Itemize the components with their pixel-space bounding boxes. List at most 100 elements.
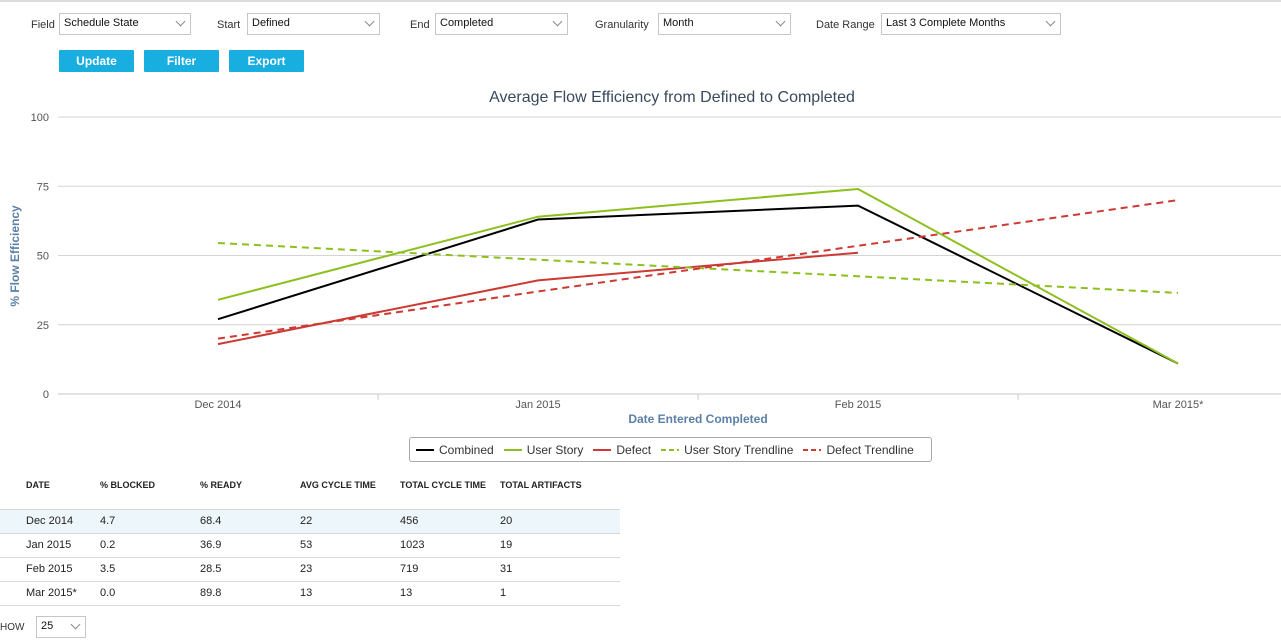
x-tick-label: Dec 2014: [194, 399, 241, 411]
granularity-select-value: Month: [663, 17, 694, 29]
page-size-value: 25: [41, 620, 54, 632]
chart-title: Average Flow Efficiency from Defined to …: [489, 89, 855, 106]
header-ready[interactable]: % READY: [200, 480, 243, 490]
update-button[interactable]: Update: [59, 50, 134, 72]
legend-swatch: [416, 448, 434, 451]
y-tick-label: 25: [37, 320, 49, 332]
legend-item[interactable]: User Story Trendline: [661, 443, 793, 457]
page-size-select[interactable]: 25: [36, 616, 86, 638]
cell-avg-cycle-time: 13: [300, 580, 400, 606]
cell-total-cycle-time: 719: [400, 556, 500, 581]
cell-blocked: 0.0: [100, 580, 200, 606]
header-blocked[interactable]: % BLOCKED: [100, 480, 156, 490]
granularity-select[interactable]: Month: [658, 13, 791, 35]
header-date[interactable]: DATE: [26, 480, 50, 490]
cell-total-cycle-time: 1023: [400, 532, 500, 557]
y-tick-label: 75: [37, 181, 49, 193]
summary-table: DATE % BLOCKED % READY AVG CYCLE TIME TO…: [0, 474, 620, 606]
legend-label: User Story Trendline: [684, 442, 794, 457]
chevron-down-icon: [775, 16, 786, 27]
gridlines: [58, 116, 1281, 395]
cell-blocked: 3.5: [100, 556, 200, 581]
y-axis-label: % Flow Efficiency: [8, 205, 22, 307]
legend-swatch: [503, 448, 522, 451]
end-label: End: [410, 19, 430, 31]
y-axis-ticks: 0 25 50 75 100: [31, 112, 49, 401]
cell-avg-cycle-time: 23: [300, 556, 400, 581]
y-tick-label: 50: [37, 251, 49, 263]
start-select[interactable]: Defined: [247, 13, 380, 35]
cell-total-artifacts: 19: [500, 532, 620, 557]
table-row[interactable]: Feb 2015 3.5 28.5 23 719 31: [0, 556, 620, 581]
legend-label: Defect Trendline: [826, 442, 914, 457]
top-border: [0, 0, 1281, 2]
series-defect: [217, 251, 859, 346]
legend-label: Defect: [616, 442, 652, 457]
cell-avg-cycle-time: 53: [300, 532, 400, 557]
cell-total-artifacts: 1: [500, 580, 620, 606]
table-header-row: DATE % BLOCKED % READY AVG CYCLE TIME TO…: [0, 474, 620, 509]
date-range-select[interactable]: Last 3 Complete Months: [881, 13, 1061, 35]
cell-avg-cycle-time: 22: [300, 508, 400, 533]
x-tick-label: Feb 2015: [835, 399, 881, 411]
chevron-down-icon: [175, 16, 186, 27]
chart-legend: Combined User Story Defect User Story Trend…: [409, 437, 932, 462]
cell-ready: 28.5: [200, 556, 300, 581]
cell-total-artifacts: 20: [500, 508, 620, 533]
field-label: Field: [31, 19, 55, 31]
table-row[interactable]: Jan 2015 0.2 36.9 53 1023 19: [0, 532, 620, 557]
table-row[interactable]: Mar 2015* 0.0 89.8 13 13 1: [0, 580, 620, 606]
cell-ready: 89.8: [200, 580, 300, 606]
x-axis-ticks: Dec 2014 Jan 2015 Feb 2015 Mar 2015*: [194, 394, 1204, 411]
legend-swatch: [803, 448, 822, 451]
date-range-select-value: Last 3 Complete Months: [886, 17, 1006, 29]
end-select-value: Completed: [440, 17, 494, 29]
show-label: HOW: [0, 622, 25, 633]
field-select[interactable]: Schedule State: [59, 13, 191, 35]
chevron-down-icon: [552, 16, 563, 27]
legend-item[interactable]: Combined: [416, 443, 494, 457]
start-label: Start: [217, 19, 241, 31]
cell-total-cycle-time: 13: [400, 580, 500, 606]
header-total-artifacts[interactable]: TOTAL ARTIFACTS: [500, 480, 582, 490]
cell-blocked: 4.7: [100, 508, 200, 533]
date-range-label: Date Range: [816, 19, 875, 31]
cell-total-cycle-time: 456: [400, 508, 500, 533]
x-tick-label: Mar 2015*: [1153, 399, 1204, 411]
legend-label: Combined: [439, 442, 494, 457]
cell-date: Mar 2015*: [0, 580, 100, 606]
y-tick-label: 100: [31, 112, 49, 124]
cell-date: Jan 2015: [0, 532, 100, 557]
header-total-cycle-time[interactable]: TOTAL CYCLE TIME: [400, 480, 487, 490]
cell-ready: 68.4: [200, 508, 300, 533]
export-button[interactable]: Export: [229, 50, 304, 72]
filter-button[interactable]: Filter: [144, 50, 219, 72]
legend-swatch: [593, 448, 612, 451]
y-tick-label: 0: [43, 389, 49, 401]
table-row[interactable]: Dec 2014 4.7 68.4 22 456 20: [0, 508, 620, 533]
legend-swatch: [661, 448, 680, 451]
legend-item[interactable]: Defect Trendline: [803, 442, 914, 457]
series-user-story: [217, 187, 1179, 365]
field-select-value: Schedule State: [64, 17, 139, 29]
x-tick-label: Jan 2015: [515, 399, 560, 411]
cell-blocked: 0.2: [100, 532, 200, 557]
cell-total-artifacts: 31: [500, 556, 620, 581]
legend-label: User Story: [526, 442, 584, 457]
x-axis-label: Date Entered Completed: [628, 412, 767, 426]
chevron-down-icon: [1045, 16, 1056, 27]
end-select[interactable]: Completed: [435, 13, 568, 35]
series-lines: [217, 187, 1179, 365]
start-select-value: Defined: [252, 17, 290, 29]
legend-item[interactable]: User Story: [503, 442, 584, 457]
cell-date: Dec 2014: [0, 508, 100, 533]
series-defect-trendline: [217, 199, 1179, 340]
cell-date: Feb 2015: [0, 556, 100, 581]
line-chart: Average Flow Efficiency from Defined to …: [8, 89, 1281, 426]
granularity-label: Granularity: [595, 19, 649, 31]
series-combined: [217, 204, 1179, 365]
chevron-down-icon: [70, 619, 81, 630]
cell-ready: 36.9: [200, 532, 300, 557]
header-avg-cycle-time[interactable]: AVG CYCLE TIME: [300, 480, 376, 490]
legend-item[interactable]: Defect: [593, 443, 651, 457]
